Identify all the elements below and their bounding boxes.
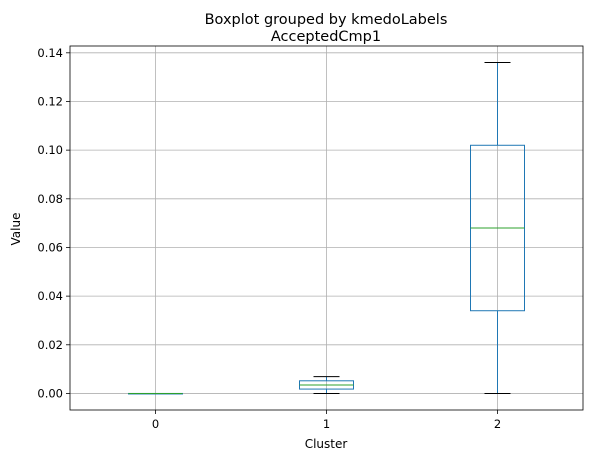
ticks-layer: 0.00 0.02 0.04 0.06 0.08 0.10 0.12 0.14 0 1 2 — [37, 46, 501, 431]
y-tick-label: 0.06 — [37, 240, 63, 254]
y-tick-label: 0.08 — [37, 192, 63, 206]
y-tick-label: 0.00 — [37, 386, 63, 400]
chart-title: AcceptedCmp1 — [271, 29, 381, 45]
box-group-2 — [470, 62, 525, 394]
boxes-layer — [128, 62, 525, 395]
x-axis-label: Cluster — [305, 437, 348, 451]
x-tick-label: 2 — [494, 417, 501, 431]
y-tick-label: 0.10 — [37, 143, 63, 157]
chart-suptitle: Boxplot grouped by kmedoLabels — [205, 12, 448, 28]
y-tick-label: 0.12 — [37, 94, 63, 108]
x-tick-label: 0 — [152, 417, 159, 431]
box-group-1 — [299, 376, 354, 394]
x-tick-label: 1 — [323, 417, 330, 431]
y-axis-label: Value — [9, 213, 23, 246]
y-tick-label: 0.14 — [37, 46, 63, 60]
y-tick-label: 0.02 — [37, 338, 63, 352]
axes-frame — [69, 45, 584, 411]
y-tick-label: 0.04 — [37, 289, 63, 303]
box-group-0 — [128, 392, 183, 395]
